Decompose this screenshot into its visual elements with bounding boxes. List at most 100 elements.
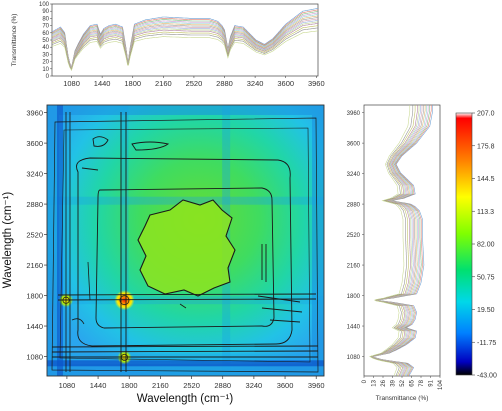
colorbar-tick-label: 82.00 — [477, 242, 495, 249]
top-spectrum-series — [52, 11, 318, 69]
map-x-tick-label: 2160 — [152, 381, 169, 390]
map-x-axis-label: Wavelength (cm⁻¹) — [137, 393, 234, 405]
top-x-tick-label: 2160 — [155, 79, 172, 88]
top-x-tick-label: 3240 — [247, 79, 264, 88]
top-spectrum-series — [52, 18, 318, 70]
map-central-plateau — [138, 200, 235, 296]
contour-outer-2 — [59, 127, 311, 363]
contour-mid-square — [95, 187, 275, 329]
contour-row-1070 — [51, 345, 319, 358]
side-x-tick-labels: 0 13 26 39 52 65 78 91 104 — [362, 376, 444, 390]
colorbar-tick-label: 207.0 — [477, 111, 495, 118]
map-band-structure — [47, 105, 324, 376]
side-y-tick-label: 2160 — [347, 264, 361, 270]
colorbar-tick-label: 144.5 — [477, 176, 495, 183]
map-x-tick-labels: 1080 1440 1800 2160 2520 2880 3240 3600 3960 — [59, 376, 325, 390]
map-y-tick-label: 2160 — [26, 261, 43, 270]
side-plot-frame — [363, 104, 441, 377]
side-y-tick-label: 3960 — [347, 111, 361, 117]
map-y-tick-label: 1440 — [26, 322, 43, 331]
side-spectrum-series — [370, 105, 418, 376]
top-spectrum-series — [52, 21, 318, 70]
top-y-tick-label: 10 — [42, 67, 49, 73]
side-y-tick-label: 3240 — [347, 172, 361, 178]
top-x-tick-label: 1800 — [124, 79, 141, 88]
top-x-tick-label: 1080 — [63, 79, 80, 88]
side-y-tick-label: 2880 — [347, 203, 361, 209]
side-y-tick-label: 1800 — [347, 294, 361, 300]
top-y-tick-label: 30 — [42, 52, 49, 58]
side-spectrum-series — [370, 105, 423, 376]
map-low-band-row — [47, 360, 324, 367]
top-spectrum-series — [52, 25, 318, 71]
side-spectrum-series — [369, 105, 414, 376]
side-spectrum-series — [370, 105, 426, 376]
top-y-tick-label: 50 — [42, 38, 49, 44]
top-spectra-lines — [52, 8, 318, 71]
colorbar-tick-label: -43.00 — [477, 373, 497, 380]
side-y-tick-label: 1080 — [347, 355, 361, 361]
map-contours — [51, 112, 319, 373]
map-x-tick-label: 3960 — [308, 381, 325, 390]
map-y-tick-labels: 1080 1440 1800 2160 2520 2880 3240 3600 3960 — [26, 109, 47, 362]
side-spectra-panel: 0 13 26 39 52 65 78 91 104 1080 1440 1800 2160 2520 2… — [347, 104, 444, 402]
side-spectrum-series — [371, 105, 432, 376]
map-x-tick-label: 1080 — [59, 381, 76, 390]
side-spectrum-series — [369, 105, 411, 376]
colorbar-tick-labels: 207.0 175.8 144.5 113.3 82.00 50.75 19.50 -11.7… — [472, 111, 497, 380]
map-x-tick-label: 2880 — [214, 381, 231, 390]
map-x-tick-label: 2520 — [183, 381, 200, 390]
map-y-tick-label: 1080 — [26, 353, 43, 362]
side-spectrum-series — [371, 105, 429, 376]
top-x-tick-label: 1440 — [94, 79, 111, 88]
side-spectrum-series — [369, 105, 416, 376]
top-spectra-panel: 1080 1440 1800 2160 2520 2880 3240 3600 3960 010… — [11, 2, 325, 88]
top-y-tick-label: 20 — [42, 60, 49, 66]
side-x-tick-label: 78 — [419, 379, 425, 386]
map-y-axis-label: Wavelength (cm⁻¹) — [2, 192, 14, 289]
top-spectrum-series — [52, 23, 318, 71]
top-y-axis-label: Transmittance (%) — [11, 14, 18, 67]
top-y-tick-label: 80 — [42, 16, 49, 22]
top-y-tick-label: 70 — [42, 24, 49, 30]
map-y-tick-label: 1800 — [26, 292, 43, 301]
colorbar: 207.0 175.8 144.5 113.3 82.00 50.75 19.50 -11.7… — [455, 111, 497, 380]
contour-plateau — [137, 199, 236, 297]
map-band-column — [120, 105, 129, 376]
contour-blob-a — [81, 136, 170, 171]
side-x-axis-label: Transmittance (%) — [376, 395, 429, 402]
colorbar-tick-label: 50.75 — [477, 274, 495, 281]
side-spectrum-series — [370, 105, 424, 376]
map-y-tick-label: 3600 — [26, 139, 43, 148]
map-frame — [46, 104, 325, 377]
side-x-tick-label: 52 — [400, 379, 406, 386]
map-y-tick-label: 2880 — [26, 200, 43, 209]
top-x-tick-label: 2880 — [216, 79, 233, 88]
side-x-tick-label: 26 — [381, 379, 387, 386]
side-x-tick-label: 0 — [362, 379, 368, 383]
top-spectrum-series — [52, 27, 318, 71]
side-spectrum-series — [370, 105, 421, 376]
colorbar-tick-label: 19.50 — [477, 307, 495, 314]
top-spectrum-series — [52, 17, 318, 70]
contour-row-1740 — [57, 293, 317, 301]
top-spectrum-series — [52, 15, 318, 70]
colorbar-tick-label: 113.3 — [477, 209, 494, 216]
contour-outer — [51, 117, 319, 373]
colorbar-tick-label: -11.75 — [477, 340, 496, 347]
contour-blob-c — [71, 261, 187, 325]
colorbar-tick-label: 175.8 — [477, 143, 495, 150]
contour-col-1070 — [65, 112, 71, 372]
side-y-tick-label: 1440 — [347, 325, 361, 331]
map-x-tick-label: 1800 — [121, 381, 138, 390]
top-spectrum-series — [52, 12, 318, 69]
top-x-tick-label: 3960 — [308, 79, 325, 88]
top-spectrum-series — [52, 20, 318, 70]
top-y-tick-label: 100 — [39, 2, 50, 8]
side-x-tick-label: 91 — [429, 379, 435, 386]
top-y-tick-label: 60 — [42, 31, 49, 37]
top-spectrum-series — [52, 30, 318, 71]
map-x-tick-label: 3600 — [277, 381, 294, 390]
